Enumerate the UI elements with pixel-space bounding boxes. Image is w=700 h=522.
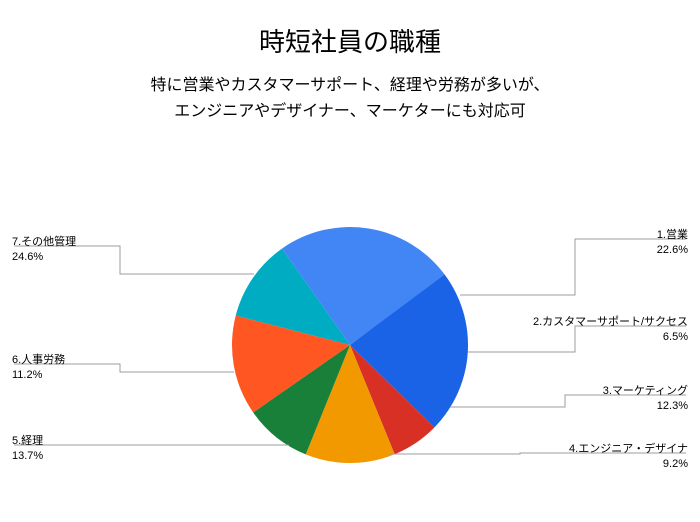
slice-pct: 22.6%	[657, 243, 688, 258]
slice-pct: 6.5%	[533, 330, 688, 345]
slice-label-accounting: 5.経理13.7%	[12, 434, 43, 464]
page-title: 時短社員の職種	[0, 22, 700, 59]
slice-pct: 13.7%	[12, 449, 43, 464]
slice-name: 2.カスタマーサポート/サクセス	[533, 315, 688, 330]
slice-label-sales: 1.営業22.6%	[657, 228, 688, 258]
slice-label-hr: 6.人事労務11.2%	[12, 353, 65, 383]
pie-chart: 1.営業22.6% 2.カスタマーサポート/サクセス6.5% 3.マーケティング12…	[0, 187, 700, 502]
slice-name: 6.人事労務	[12, 353, 65, 368]
slice-pct: 11.2%	[12, 368, 65, 383]
page-subtitle: 特に営業やカスタマーサポート、経理や労務が多いが、 エンジニアやデザイナー、マー…	[0, 73, 700, 124]
slice-label-marketing: 3.マーケティング12.3%	[603, 384, 688, 414]
slice-pct: 12.3%	[603, 399, 688, 414]
leader-line-sales	[460, 239, 686, 295]
slice-name: 1.営業	[657, 228, 688, 243]
pie-svg	[232, 227, 468, 463]
slice-name: 4.エンジニア・デザイナ	[569, 442, 688, 457]
subtitle-line-1: 特に営業やカスタマーサポート、経理や労務が多いが、	[150, 77, 549, 94]
slice-label-eng_design: 4.エンジニア・デザイナ9.2%	[569, 442, 688, 472]
subtitle-line-2: エンジニアやデザイナー、マーケターにも対応可	[174, 103, 526, 120]
slice-pct: 24.6%	[12, 250, 76, 265]
slice-pct: 9.2%	[569, 457, 688, 472]
slice-name: 5.経理	[12, 434, 43, 449]
slice-name: 3.マーケティング	[603, 384, 688, 399]
slice-label-cs: 2.カスタマーサポート/サクセス6.5%	[533, 315, 688, 345]
slice-name: 7.その他管理	[12, 235, 76, 250]
slice-label-other_mgmt: 7.その他管理24.6%	[12, 235, 76, 265]
